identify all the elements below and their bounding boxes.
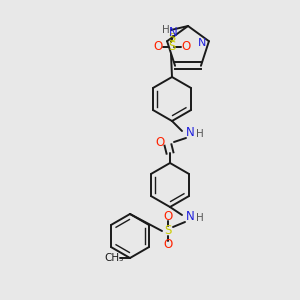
Text: N: N bbox=[169, 26, 177, 38]
Text: H: H bbox=[196, 129, 204, 139]
Text: S: S bbox=[168, 40, 176, 53]
Text: H: H bbox=[196, 213, 204, 223]
Text: S: S bbox=[164, 224, 172, 238]
Text: CH₃: CH₃ bbox=[104, 253, 124, 263]
Text: O: O bbox=[164, 211, 172, 224]
Text: O: O bbox=[153, 40, 163, 53]
Text: N: N bbox=[186, 127, 194, 140]
Text: O: O bbox=[155, 136, 165, 149]
Text: N: N bbox=[186, 211, 194, 224]
Text: O: O bbox=[164, 238, 172, 251]
Text: N: N bbox=[198, 38, 206, 48]
Text: O: O bbox=[182, 40, 190, 53]
Text: S: S bbox=[169, 33, 176, 43]
Text: H: H bbox=[162, 25, 170, 35]
